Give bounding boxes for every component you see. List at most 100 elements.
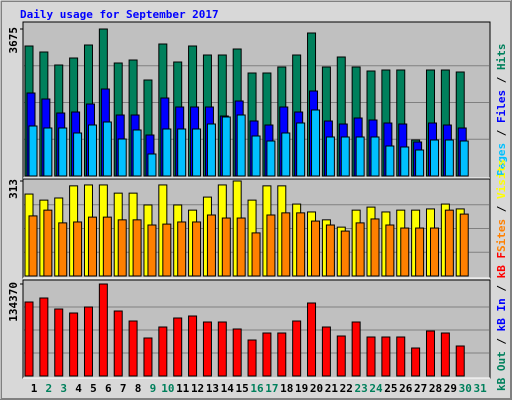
bar [113,310,123,377]
legend-entry: Hits [495,44,508,71]
bar [102,216,112,277]
bar [58,127,68,177]
x-tick-label: 10 [161,382,174,395]
bar [381,336,391,377]
x-tick-label: 23 [355,382,368,395]
bar [311,109,321,177]
bar [351,321,361,377]
bar [281,212,291,277]
bar [325,224,335,277]
bar [296,212,306,277]
bar [28,125,38,177]
bar [444,209,454,277]
bar [69,312,79,377]
x-tick-label: 27 [414,382,427,395]
y-tick-label: 313 [7,179,20,199]
bar [325,136,335,177]
legend: kB Out / kB In / kB F [495,252,508,391]
y-tick-label: 3675 [7,27,20,54]
bar [58,222,68,277]
bar [296,122,306,177]
bar [400,146,410,177]
bar [177,221,187,277]
x-tick-label: 20 [310,382,323,395]
bar [132,129,142,177]
bar [415,149,425,177]
legend-entry: kB In [495,298,508,331]
x-tick-label: 7 [120,382,127,395]
legend: Pages / Files / Hits [495,44,508,177]
bar [117,138,127,177]
legend-entry: Files [495,90,508,123]
bar [247,339,257,377]
x-tick-label: 29 [444,382,457,395]
bar [221,116,231,177]
bar [43,209,53,277]
bar [117,219,127,277]
x-tick-label: 1 [31,382,38,395]
bar [158,326,168,377]
bar [385,145,395,177]
bar [459,140,469,177]
legend-separator: / [495,123,508,143]
bar [366,336,376,377]
bar [28,215,38,277]
x-tick-label: 21 [325,382,339,395]
x-tick-label: 6 [105,382,112,395]
bar [396,336,406,377]
bar [455,345,465,377]
bar [415,227,425,277]
bar [83,306,93,377]
bar [251,135,261,177]
bar [162,223,172,277]
bar [292,320,302,377]
bar [444,139,454,177]
bar [143,337,153,377]
bar [355,222,365,277]
x-tick-label: 2 [46,382,53,395]
bar [340,136,350,177]
bar [162,128,172,177]
legend-entry: Sites [495,219,508,252]
x-tick-label: 17 [265,382,278,395]
x-tick-label: 13 [206,382,219,395]
x-tick-label: 18 [280,382,293,395]
bar [206,214,216,277]
bar [132,219,142,277]
bar [202,321,212,377]
legend-entry: kB F [495,252,508,279]
x-tick-label: 19 [295,382,308,395]
legend: Sites / Visits [495,159,508,252]
bar [128,320,138,377]
bar [277,332,287,377]
legend-entry: Pages [495,143,508,176]
x-tick-label: 12 [191,382,204,395]
x-tick-label: 28 [429,382,442,395]
bar [266,214,276,277]
legend-separator: / [495,199,508,219]
x-tick-label: 14 [221,382,235,395]
bar [87,216,97,277]
x-tick-label: 8 [135,382,142,395]
bar [311,220,321,277]
bar [236,217,246,277]
x-tick-label: 15 [236,382,249,395]
x-tick-label: 16 [250,382,264,395]
bar [24,301,34,377]
bar [370,136,380,177]
bar [87,124,97,177]
x-tick-label: 11 [176,382,190,395]
bar [266,140,276,177]
bar [192,221,202,277]
bar [73,132,83,177]
bar [236,114,246,177]
bar [425,330,435,377]
bar [232,328,242,377]
chart-title: Daily usage for September 2017 [20,8,219,21]
bar [192,128,202,177]
x-tick-label: 22 [340,382,353,395]
x-tick-label: 26 [399,382,413,395]
x-tick-label: 3 [60,382,67,395]
